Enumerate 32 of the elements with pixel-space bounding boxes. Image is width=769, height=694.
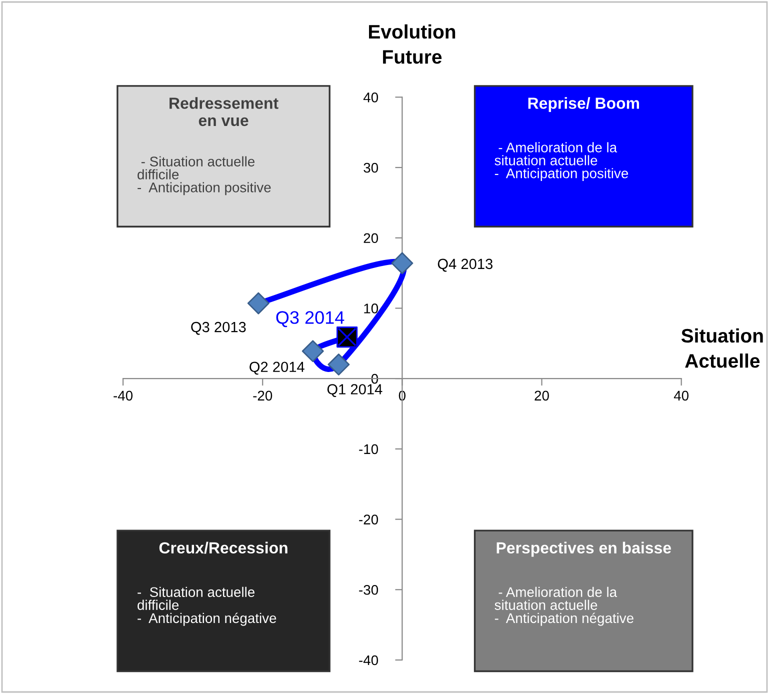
y-tick-label: -30 — [359, 584, 378, 595]
annotation: Reprise/ Boom — [528, 97, 640, 112]
annotation: Perspectives en baisse — [496, 542, 671, 557]
y-tick-label: 10 — [364, 304, 378, 314]
point — [328, 354, 350, 376]
annotation: - Amelioration de la situation actuelle - Anticipation positive — [494, 142, 628, 182]
annotation: Q2 2014 — [250, 362, 304, 375]
y-axis-title: Evolution Future — [369, 24, 456, 64]
annotation: Q1 2014 — [327, 384, 382, 398]
x-tick-label: -20 — [253, 390, 272, 401]
x-tick-label: 40 — [674, 390, 689, 401]
annotation: - Amelioration de la situation actuelle - Anticipation négative — [494, 586, 634, 626]
annotation: - Situation actuelle difficile - Anticipation positive — [138, 156, 271, 196]
point — [247, 292, 270, 314]
x-tick-label: 0 — [398, 390, 406, 401]
x-tick-label: -40 — [114, 390, 133, 401]
y-tick-label: 20 — [364, 233, 378, 244]
point — [302, 340, 324, 362]
y-tick-label: 40 — [363, 92, 378, 102]
y-tick-label: -40 — [359, 655, 378, 666]
x-tick-label: 20 — [534, 390, 549, 401]
y-tick-label: -20 — [359, 514, 378, 524]
annotation: Creux/Recession — [159, 542, 288, 554]
annotation: - Situation actuelle difficile - Anticipation négative — [138, 586, 276, 626]
y-tick-label: 30 — [364, 162, 378, 173]
y-tick-label: -10 — [359, 444, 378, 454]
point — [391, 252, 414, 274]
annotation: Q3 2014 — [276, 311, 344, 328]
x-axis-title: Situation Actuelle — [681, 328, 763, 368]
annotation: Q4 2013 — [438, 258, 492, 272]
annotation: Redressement en vue — [170, 97, 278, 126]
annotation: Q3 2013 — [191, 322, 246, 335]
